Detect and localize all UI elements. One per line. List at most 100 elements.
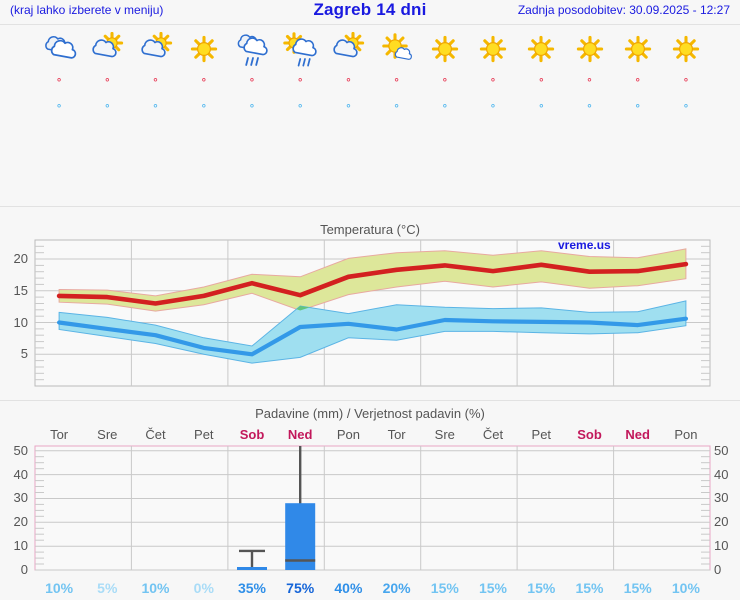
cloudy-icon: [33, 30, 85, 70]
precipitation-probability: 10%: [45, 580, 74, 596]
sunny-icon: [660, 30, 712, 70]
sunny-icon: [564, 30, 616, 70]
temp-axis-label: 15: [13, 282, 28, 298]
precipitation-probability: 5%: [97, 580, 118, 596]
min-temperature: °: [249, 102, 255, 115]
max-temperature: °: [249, 77, 255, 89]
precipitation-probability: 15%: [430, 580, 459, 596]
precip-day-label: Pet: [194, 427, 214, 442]
max-temperature: °: [442, 77, 447, 89]
precip-axis-label: 40: [714, 466, 729, 482]
sun-small-cloud-icon: [371, 30, 423, 70]
precip-day-label: Sob: [577, 427, 602, 442]
precip-axis-label: 50: [13, 442, 28, 458]
min-temperature: °: [683, 102, 689, 115]
sunny-icon: [419, 30, 471, 70]
precip-day-label: Sob: [239, 427, 265, 442]
max-temperature: °: [346, 77, 351, 89]
precip-axis-label: 10: [13, 538, 28, 554]
min-temperature: °: [442, 102, 447, 115]
precipitation-probability: 75%: [286, 580, 315, 596]
day-column[interactable]: ° °: [33, 26, 85, 124]
day-column[interactable]: ° °: [371, 26, 423, 124]
location-hint: (kraj lahko izberete v meniju): [10, 3, 164, 17]
precip-day-label: Tor: [50, 427, 69, 442]
precip-day-label: Pet: [531, 427, 552, 442]
day-column[interactable]: ° °: [178, 26, 230, 124]
precip-day-label: Pon: [336, 427, 360, 442]
precipitation-probability: 10%: [141, 580, 170, 596]
day-column[interactable]: ° °: [226, 26, 278, 124]
max-temperature: °: [297, 77, 303, 89]
min-temperature: °: [490, 102, 496, 115]
max-temperature: °: [153, 77, 158, 89]
max-temperature: °: [394, 77, 399, 89]
precip-axis-label: 20: [13, 514, 28, 530]
min-temperature: °: [539, 102, 544, 115]
precipitation-probability: 15%: [478, 580, 508, 596]
precip-day-label: Sre: [434, 427, 455, 442]
day-column[interactable]: ° °: [419, 26, 471, 124]
day-column[interactable]: ° °: [130, 26, 182, 124]
min-temperature: °: [635, 102, 640, 115]
last-update-text: Zadnja posodobitev: 30.09.2025 - 12:27: [517, 3, 730, 17]
sunny-icon: [515, 30, 567, 70]
precip-axis-label: 10: [714, 538, 729, 554]
min-temperature: °: [587, 102, 592, 115]
max-temperature: °: [201, 77, 206, 89]
partly-sunny-icon: [322, 30, 374, 70]
rain-icon: [226, 30, 278, 70]
daily-summary-strip: ° ° ° ° ° ° ° ° ° ° ° ° ° ° ° ° ° ° ° ° ° ° ° ° ° ° ° °: [0, 26, 740, 206]
max-temperature: °: [635, 77, 640, 89]
min-temperature: °: [346, 102, 351, 115]
day-column[interactable]: ° °: [274, 26, 326, 124]
precip-axis-label: 20: [714, 514, 729, 530]
temp-axis-label: 10: [13, 314, 28, 330]
day-column[interactable]: ° °: [612, 26, 664, 124]
precipitation-probability: 40%: [334, 580, 363, 596]
section-divider: [0, 206, 740, 207]
max-temperature: °: [56, 77, 62, 89]
day-column[interactable]: ° °: [81, 26, 133, 124]
watermark: vreme.us: [558, 238, 611, 252]
precip-axis-label: 40: [13, 466, 28, 482]
partly-sunny-icon: [81, 30, 133, 70]
sunny-icon: [178, 30, 230, 70]
precip-axis-label: 0: [20, 562, 28, 577]
sunny-icon: [612, 30, 664, 70]
day-column[interactable]: ° °: [660, 26, 712, 124]
precip-day-label: Sre: [97, 427, 118, 442]
precipitation-probability: 35%: [237, 580, 267, 596]
precip-axis-label: 50: [714, 442, 729, 458]
precip-day-label: Ned: [625, 427, 650, 442]
precipitation-probability: 20%: [382, 580, 411, 596]
day-column[interactable]: ° °: [515, 26, 567, 124]
max-temperature: °: [587, 77, 592, 89]
min-temperature: °: [153, 102, 158, 115]
min-temperature: °: [201, 102, 206, 115]
min-temperature: °: [297, 102, 303, 115]
max-temperature: °: [539, 77, 544, 89]
precip-day-label: Pon: [674, 427, 698, 442]
precipitation-probability: 10%: [671, 580, 700, 596]
day-column[interactable]: ° °: [322, 26, 374, 124]
day-column[interactable]: ° °: [467, 26, 519, 124]
max-temperature: °: [105, 77, 110, 89]
precip-day-label: Ned: [287, 427, 313, 442]
sun-rain-icon: [274, 30, 326, 70]
min-temperature: °: [105, 102, 110, 115]
precip-axis-label: 0: [714, 562, 722, 577]
temperature-chart-title: Temperatura (°C): [320, 222, 420, 237]
partly-sunny-icon: [130, 30, 182, 70]
precip-day-label: Čet: [145, 427, 166, 442]
precipitation-probability: 0%: [193, 580, 214, 596]
max-temperature: °: [490, 77, 496, 89]
header-divider: [0, 24, 740, 25]
day-column[interactable]: ° °: [564, 26, 616, 124]
section-divider-2: [0, 400, 740, 401]
precipitation-probability: 15%: [623, 580, 652, 596]
temp-axis-label: 20: [13, 251, 28, 267]
page-title: Zagreb 14 dni: [313, 0, 427, 19]
precipitation-chart-title: Padavine (mm) / Verjetnost padavin (%): [255, 406, 485, 421]
